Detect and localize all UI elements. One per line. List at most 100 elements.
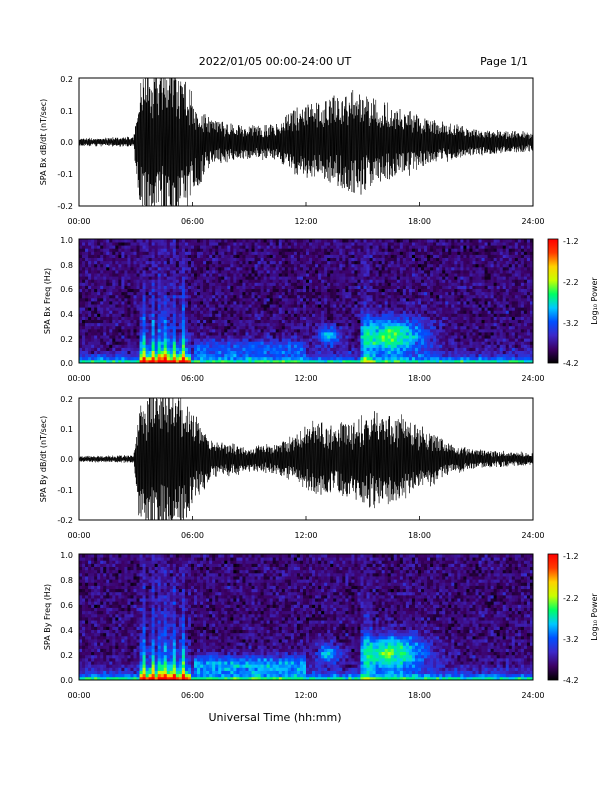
heatmap-cell — [187, 332, 192, 336]
heatmap-cell — [421, 285, 425, 289]
heatmap-cell — [436, 270, 440, 274]
heatmap-cell — [121, 254, 125, 258]
heatmap-cell — [151, 325, 156, 330]
heatmap-cell — [296, 263, 301, 268]
heatmap-cell — [445, 251, 449, 255]
heatmap-cell — [133, 251, 137, 255]
heatmap-cell — [136, 279, 140, 283]
heatmap-cell — [402, 254, 407, 258]
heatmap-cell — [354, 350, 358, 355]
heatmap-cell — [339, 239, 343, 243]
heatmap-cell — [133, 356, 137, 361]
heatmap-cell — [248, 263, 252, 268]
heatmap-cell — [408, 282, 413, 286]
heatmap-cell — [257, 356, 261, 361]
heatmap-cell — [266, 273, 271, 277]
heatmap-cell — [330, 251, 334, 255]
heatmap-cell — [115, 254, 119, 258]
heatmap-cell — [442, 270, 446, 274]
heatmap-cell — [221, 338, 225, 342]
heatmap-cell — [387, 297, 392, 302]
heatmap-cell — [321, 307, 325, 311]
heatmap-cell — [200, 270, 204, 274]
heatmap-cell — [224, 248, 228, 252]
heatmap-cell — [324, 294, 328, 299]
heatmap-cell — [245, 242, 249, 246]
heatmap-cell — [439, 310, 443, 314]
heatmap-cell — [130, 291, 134, 296]
heatmap-cell — [139, 294, 143, 299]
heatmap-cell — [212, 279, 216, 283]
heatmap-cell — [436, 279, 440, 283]
heatmap-cell — [402, 353, 407, 358]
heatmap-cell — [366, 313, 370, 317]
heatmap-cell — [393, 279, 398, 283]
heatmap-cell — [166, 294, 171, 299]
heatmap-cell — [163, 245, 168, 249]
heatmap-cell — [82, 288, 86, 293]
heatmap-cell — [299, 328, 304, 333]
heatmap-cell — [408, 273, 413, 277]
heatmap-cell — [451, 276, 455, 280]
heatmap-cell — [430, 282, 434, 286]
heatmap-cell — [124, 288, 128, 293]
heatmap-cell — [166, 328, 171, 333]
heatmap-cell — [421, 335, 425, 339]
heatmap-cell — [248, 313, 252, 317]
heatmap-cell — [127, 338, 131, 342]
heatmap-cell — [414, 359, 419, 364]
heatmap-cell — [427, 322, 431, 327]
heatmap-cell — [127, 266, 131, 271]
heatmap-cell — [218, 288, 222, 293]
heatmap-cell — [357, 322, 361, 327]
heatmap-cell — [366, 322, 370, 327]
heatmap-cell — [318, 307, 322, 311]
heatmap-cell — [360, 347, 364, 351]
heatmap-cell — [215, 276, 219, 280]
heatmap-cell — [115, 248, 119, 252]
heatmap-cell — [97, 279, 101, 283]
heatmap-cell — [369, 353, 373, 358]
heatmap-cell — [381, 301, 386, 305]
heatmap-cell — [342, 313, 346, 317]
heatmap-cell — [112, 350, 116, 355]
heatmap-cell — [148, 294, 153, 299]
heatmap-cell — [293, 338, 298, 342]
heatmap-cell — [278, 270, 283, 274]
heatmap-cell — [269, 245, 274, 249]
heatmap-cell — [248, 341, 252, 345]
heatmap-cell — [154, 276, 159, 280]
heatmap-cell — [160, 353, 165, 358]
heatmap-cell — [197, 251, 201, 255]
heatmap-cell — [139, 266, 143, 271]
heatmap-cell — [118, 347, 122, 351]
heatmap-cell — [257, 328, 261, 333]
heatmap-cell — [433, 285, 437, 289]
heatmap-cell — [187, 273, 192, 277]
heatmap-cell — [402, 297, 407, 302]
heatmap-cell — [408, 359, 413, 364]
heatmap-cell — [339, 347, 343, 351]
heatmap-cell — [178, 273, 183, 277]
heatmap-cell — [278, 245, 283, 249]
heatmap-cell — [378, 347, 383, 351]
heatmap-cell — [315, 276, 319, 280]
heatmap-cell — [136, 276, 140, 280]
heatmap-cell — [175, 294, 180, 299]
heatmap-cell — [181, 344, 186, 348]
heatmap-cell — [257, 288, 261, 293]
heatmap-cell — [384, 251, 389, 255]
heatmap-cell — [194, 294, 198, 299]
heatmap-cell — [299, 248, 304, 252]
heatmap-cell — [302, 338, 307, 342]
heatmap-cell — [278, 359, 283, 364]
heatmap-cell — [100, 242, 104, 246]
heatmap-cell — [169, 294, 174, 299]
heatmap-cell — [421, 254, 425, 258]
heatmap-cell — [218, 332, 222, 336]
heatmap-cell — [154, 257, 159, 262]
heatmap-cell — [91, 319, 95, 324]
heatmap-cell — [115, 273, 119, 277]
heatmap-cell — [336, 276, 340, 280]
heatmap-cell — [293, 251, 298, 255]
